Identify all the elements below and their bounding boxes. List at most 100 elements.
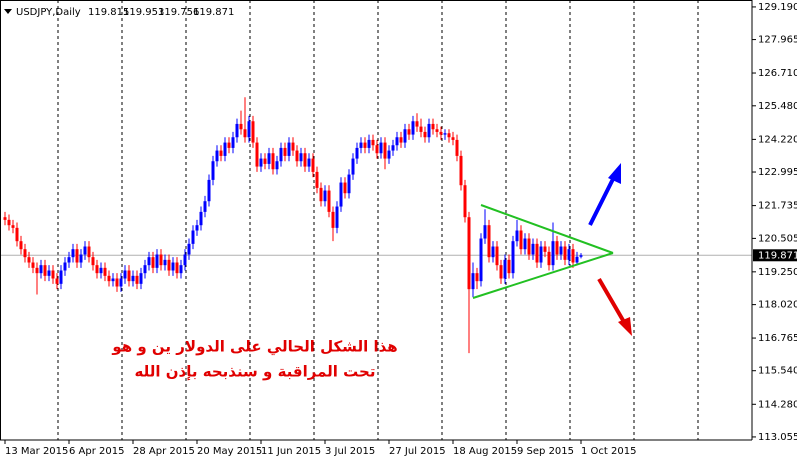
- candle-body: [339, 182, 343, 207]
- candle-body: [259, 158, 263, 167]
- candle-body: [207, 179, 211, 202]
- y-tick-label: 113.055: [758, 432, 797, 443]
- candle-body: [159, 254, 163, 266]
- candle-body: [399, 137, 403, 143]
- candle-body: [211, 161, 215, 180]
- candle-body: [55, 278, 59, 284]
- candle-body: [403, 129, 407, 143]
- candle-body: [515, 230, 519, 242]
- candle-body: [395, 137, 399, 146]
- candle-body: [359, 142, 363, 148]
- candle-body: [127, 270, 131, 282]
- candle-body: [375, 145, 379, 154]
- candle-body: [175, 262, 179, 274]
- candle-body: [235, 123, 239, 138]
- candle-body: [407, 129, 411, 135]
- annotation: هذا الشكل الحالي على الدولار ين و هو: [111, 338, 397, 356]
- candle-body: [347, 174, 351, 194]
- x-tick-label: 18 Aug 2015: [453, 446, 517, 457]
- candles: [3, 97, 583, 354]
- candle-body: [239, 123, 243, 130]
- up-arrow: [588, 163, 621, 226]
- candle-body: [47, 270, 51, 276]
- candle-body: [427, 123, 431, 138]
- candle-body: [167, 259, 171, 271]
- y-tick-label: 114.280: [758, 399, 797, 410]
- candle-body: [371, 139, 375, 146]
- candle-body: [575, 256, 579, 263]
- candle-body: [287, 142, 291, 156]
- candle-body: [483, 225, 487, 239]
- header-low: 119.756: [158, 7, 199, 18]
- x-tick-label: 3 Jul 2015: [325, 446, 375, 457]
- candle-body: [19, 241, 23, 250]
- candle-body: [423, 131, 427, 138]
- down-arrow: [597, 277, 632, 336]
- candle-body: [11, 225, 15, 228]
- candle-body: [155, 254, 159, 268]
- candle-body: [547, 251, 551, 266]
- candle-body: [451, 137, 455, 140]
- candle-body: [455, 139, 459, 156]
- candle-body: [247, 121, 251, 138]
- candle-body: [419, 126, 423, 132]
- header-close: 119.871: [193, 7, 234, 18]
- candle-body: [467, 217, 471, 290]
- candle-body: [179, 265, 183, 274]
- x-tick-label: 13 Mar 2015: [5, 446, 68, 457]
- candle-body: [203, 201, 207, 212]
- candle-body: [7, 219, 11, 226]
- candle-body: [103, 267, 107, 276]
- candle-body: [355, 147, 359, 159]
- candle-body: [411, 121, 415, 135]
- x-tick-label: 1 Oct 2015: [581, 446, 636, 457]
- candle-body: [223, 142, 227, 156]
- candle-body: [171, 262, 175, 271]
- candle-body: [499, 265, 503, 279]
- candle-body: [519, 230, 523, 250]
- candle-body: [335, 206, 339, 228]
- candle-body: [3, 217, 7, 220]
- candle-body: [87, 246, 91, 258]
- candle-body: [271, 153, 275, 170]
- candle-body: [487, 225, 491, 258]
- candle-body: [111, 278, 115, 282]
- grid: [0, 0, 752, 440]
- candle-body: [439, 131, 443, 135]
- candle-body: [255, 142, 259, 167]
- y-tick-label: 120.505: [758, 233, 797, 244]
- candle-body: [363, 142, 367, 148]
- price-box: [753, 249, 797, 262]
- candle-body: [243, 129, 247, 138]
- candle-body: [143, 265, 147, 274]
- candle-body: [267, 153, 271, 164]
- x-tick-label: 20 May 2015: [197, 446, 262, 457]
- candle-body: [43, 265, 47, 276]
- candle-body: [79, 254, 83, 263]
- candle-body: [139, 273, 143, 284]
- candle-body: [435, 129, 439, 132]
- candle-body: [115, 278, 119, 287]
- y-tick-label: 116.765: [758, 333, 797, 344]
- candle-body: [383, 142, 387, 159]
- candle-body: [227, 142, 231, 148]
- candle-body: [311, 158, 315, 172]
- x-tick-label: 28 Apr 2015: [133, 446, 195, 457]
- candle-body: [303, 153, 307, 167]
- triangle-upper-line: [480, 204, 614, 254]
- candle-body: [75, 249, 79, 263]
- candle-body: [491, 246, 495, 258]
- y-tick-label: 115.540: [758, 366, 797, 377]
- candle-body: [15, 227, 19, 242]
- candle-body: [279, 147, 283, 162]
- candle-body: [83, 246, 87, 255]
- candle-body: [331, 211, 335, 228]
- candle-body: [323, 190, 327, 202]
- header-high: 119.953: [123, 7, 164, 18]
- price-label: 119.871: [758, 250, 797, 261]
- candle-body: [559, 246, 563, 255]
- candle-body: [315, 171, 319, 188]
- candle-body: [495, 246, 499, 266]
